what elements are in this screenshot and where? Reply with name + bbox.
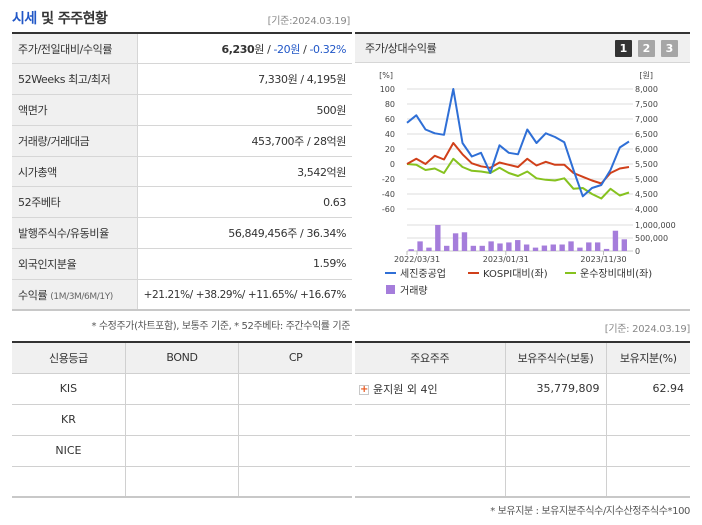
svg-text:7,000: 7,000 — [635, 115, 658, 124]
page-title: 시세 및 주주현황 — [12, 11, 108, 27]
chart-header: 주가/상대수익률 1 2 3 — [355, 34, 690, 63]
svg-text:8,000: 8,000 — [635, 85, 658, 94]
chart-page-2-button[interactable]: 2 — [638, 39, 655, 57]
table-row: KIS — [12, 373, 352, 405]
svg-text:-20: -20 — [382, 175, 395, 184]
svg-text:2022/03/31: 2022/03/31 — [394, 255, 440, 264]
chart-page-1-button[interactable]: 1 — [615, 39, 632, 57]
base-date: [기준:2024.03.19] — [267, 16, 351, 27]
expand-plus-icon[interactable]: + — [359, 383, 369, 395]
svg-text:KOSPI대비(좌): KOSPI대비(좌) — [483, 268, 548, 280]
row-value: 3,542억원 — [137, 156, 352, 188]
svg-text:5,000: 5,000 — [635, 175, 658, 184]
col-header: CP — [238, 342, 352, 374]
table-row: KR — [12, 404, 352, 436]
row-value: 56,849,456주 / 36.34% — [137, 217, 352, 250]
col-header: 보유지분(%) — [606, 342, 690, 374]
price-info-table: 주가/전일대비/수익률 6,230원 / -20원 / -0.32% 52Wee… — [12, 32, 352, 312]
chart-panel: 주가/상대수익률 1 2 3 [%] [원] 100 8,000 80 7,500 60 7,… — [355, 32, 690, 311]
svg-text:4,500: 4,500 — [635, 190, 658, 199]
svg-text:40: 40 — [385, 130, 395, 139]
svg-text:7,500: 7,500 — [635, 100, 658, 109]
row-label: 수익률 (1M/3M/6M/1Y) — [12, 279, 138, 311]
svg-text:6,000: 6,000 — [635, 145, 658, 154]
table-header-row: 신용등급 BOND CP — [12, 342, 352, 374]
row-label: 시가총액 — [12, 156, 138, 188]
table-row: 시가총액 3,542억원 — [12, 156, 352, 188]
svg-text:60: 60 — [385, 115, 395, 124]
svg-text:500,000: 500,000 — [635, 234, 668, 243]
table-row — [355, 435, 690, 467]
row-label: 주가/전일대비/수익률 — [12, 33, 138, 65]
row-value: 7,330원 / 4,195원 — [137, 63, 352, 96]
row-value: 1.59% — [137, 248, 352, 280]
svg-text:5,500: 5,500 — [635, 160, 658, 169]
svg-text:4,000: 4,000 — [635, 205, 658, 214]
row-label: 발행주식수/유동비율 — [12, 217, 138, 250]
table-row: 52주베타 0.63 — [12, 186, 352, 219]
table-row — [12, 466, 352, 497]
price-value: 6,230원 / -20원 / -0.32% — [137, 33, 352, 65]
svg-text:20: 20 — [385, 145, 395, 154]
row-label: 거래량/거래대금 — [12, 125, 138, 157]
svg-text:0: 0 — [390, 160, 395, 169]
table-row: 거래량/거래대금 453,700주 / 28억원 — [12, 125, 352, 157]
svg-text:거래량: 거래량 — [400, 285, 428, 297]
row-label: 52주베타 — [12, 186, 138, 219]
holders-note: * 보유지분 : 보유지분주식수/지수산정주식수*100 — [490, 506, 690, 517]
table-row: 수익률 (1M/3M/6M/1Y) +21.21%/ +38.29%/ +11.6… — [12, 279, 352, 311]
svg-text:2023/01/31: 2023/01/31 — [483, 255, 529, 264]
svg-text:2023/11/30: 2023/11/30 — [580, 255, 626, 264]
table-row: 외국인지분율 1.59% — [12, 248, 352, 280]
svg-text:100: 100 — [380, 85, 395, 94]
table-row: 액면가 500원 — [12, 94, 352, 126]
table-row: + 윤지원 외 4인 35,779,809 62.94 — [355, 373, 690, 405]
major-holders-table: 주요주주 보유주식수(보통) 보유지분(%) + 윤지원 외 4인 35,779,… — [355, 341, 690, 498]
svg-text:0: 0 — [635, 247, 640, 256]
chart-page-buttons: 1 2 3 — [615, 39, 678, 57]
table-row: 주가/전일대비/수익률 6,230원 / -20원 / -0.32% — [12, 33, 352, 65]
chart-title: 주가/상대수익률 — [365, 42, 437, 55]
svg-text:80: 80 — [385, 100, 395, 109]
returns-value: +21.21%/ +38.29%/ +11.65%/ +16.67% — [143, 288, 347, 301]
svg-text:운수장비대비(좌): 운수장비대비(좌) — [580, 268, 652, 280]
row-value: 453,700주 / 28억원 — [137, 125, 352, 157]
svg-text:세진중공업: 세진중공업 — [400, 267, 446, 280]
table-row — [355, 466, 690, 497]
holder-name-cell: + 윤지원 외 4인 — [355, 373, 506, 405]
svg-text:1,000,000: 1,000,000 — [635, 221, 676, 230]
row-label: 52Weeks 최고/최저 — [12, 63, 138, 96]
credit-rating-table: 신용등급 BOND CP KIS KR NICE — [12, 341, 352, 498]
table-header-row: 주요주주 보유주식수(보통) 보유지분(%) — [355, 342, 690, 374]
info-note: * 수정주가(차트포함), 보통주 기준, * 52주베타: 주간수익률 기준 — [91, 321, 350, 332]
svg-text:-40: -40 — [382, 190, 395, 199]
table-row — [355, 404, 690, 436]
col-header: 주요주주 — [355, 342, 506, 374]
svg-text:[%]: [%] — [379, 71, 393, 80]
row-label: 외국인지분율 — [12, 248, 138, 280]
chart-page-3-button[interactable]: 3 — [661, 39, 678, 57]
row-value: 0.63 — [137, 186, 352, 219]
col-header: BOND — [125, 342, 240, 374]
table-row: 발행주식수/유동비율 56,849,456주 / 36.34% — [12, 217, 352, 250]
svg-text:-60: -60 — [382, 205, 395, 214]
col-header: 신용등급 — [12, 342, 126, 374]
row-label: 액면가 — [12, 94, 138, 126]
col-header: 보유주식수(보통) — [505, 342, 607, 374]
svg-text:6,500: 6,500 — [635, 130, 658, 139]
table-row: NICE — [12, 435, 352, 467]
holders-base-date: [기준: 2024.03.19] — [604, 324, 691, 335]
table-row: 52Weeks 최고/최저 7,330원 / 4,195원 — [12, 63, 352, 96]
row-value: 500원 — [137, 94, 352, 126]
svg-text:[원]: [원] — [639, 71, 653, 80]
price-chart: [%] [원] 100 8,000 80 7,500 60 7,000 40 6,500 20 6,0… — [379, 71, 676, 297]
